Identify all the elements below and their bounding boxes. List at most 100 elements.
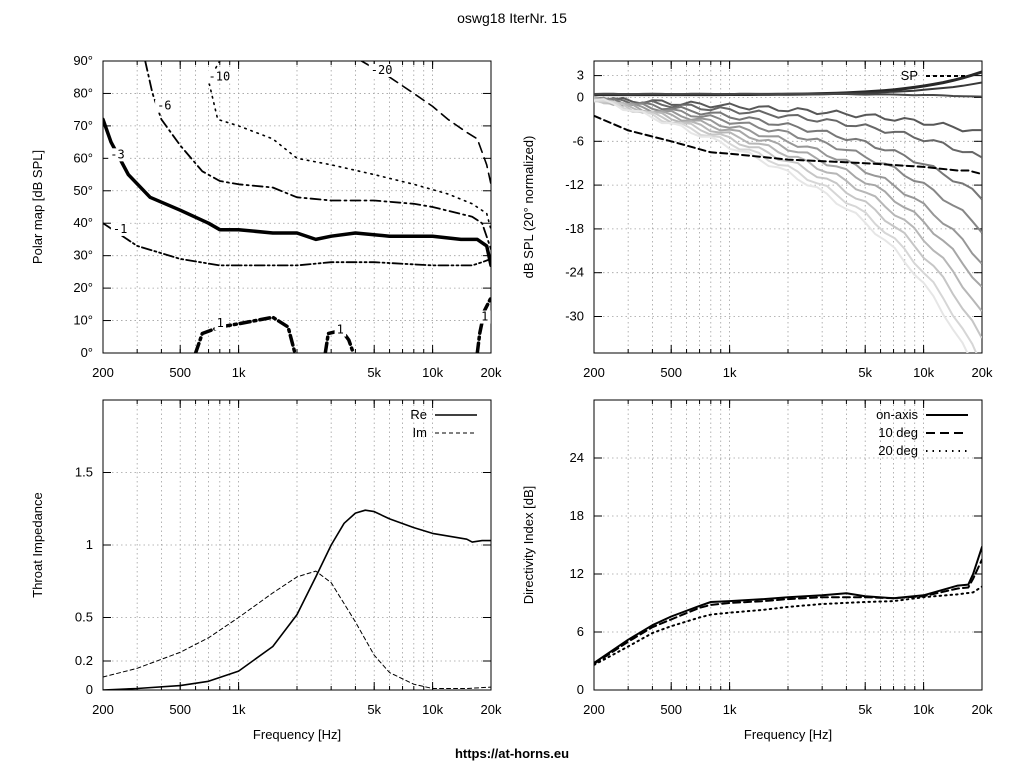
figure-title: oswg18 IterNr. 15	[457, 10, 567, 26]
plot-frame	[593, 60, 983, 354]
tick-label-x: 500	[169, 365, 191, 380]
series-line-20-deg	[594, 585, 982, 666]
x-axis-label: Frequency [Hz]	[744, 727, 832, 742]
tick-label-x: 500	[169, 702, 191, 717]
normalized-curve	[594, 98, 969, 353]
tick-label-x: 1k	[232, 365, 246, 380]
tick-label-x: 5k	[367, 365, 381, 380]
series-line-1	[103, 222, 491, 267]
tick-label-x: 500	[660, 365, 682, 380]
tick-label-y: -30	[565, 309, 584, 324]
y-axis-label: dB SPL (20° normalized)	[521, 136, 536, 279]
legend-label: 20 deg	[878, 443, 918, 458]
tick-label-y: 24	[570, 450, 584, 465]
tick-label-x: 5k	[367, 702, 381, 717]
grid-lines	[594, 400, 982, 691]
contour-label: -20	[371, 63, 393, 77]
tick-label-x: 200	[92, 702, 114, 717]
contour-label: -10	[209, 69, 231, 83]
plot-area	[594, 545, 982, 666]
tick-label-y: -12	[565, 177, 584, 192]
contour-label: -3	[110, 147, 124, 161]
legend-label: Im	[413, 425, 427, 440]
series-line-10	[207, 61, 491, 231]
tick-label-y: 0	[577, 90, 584, 105]
series-line-10-deg	[594, 558, 982, 665]
tick-label-x: 200	[92, 365, 114, 380]
y-axis-label: Throat Impedance	[30, 492, 45, 598]
tick-label-x: 20k	[481, 365, 502, 380]
tick-label-y: 20°	[73, 280, 93, 295]
tick-label-x: 1k	[723, 365, 737, 380]
tick-label-y: 50°	[73, 183, 93, 198]
normalized-spl-panel: 200 500 1k 5k 10k 20k 3 0 -6 -12 -18 -24 -30 dB SPL (…	[521, 60, 993, 380]
throat-impedance-panel: 200 500 1k 5k 10k 20k 0 0.2 0.5 1 1.5 Throat Impeda…	[30, 399, 502, 742]
tick-label-x: 200	[583, 365, 605, 380]
tick-label-y: 10°	[73, 313, 93, 328]
y-axis-label: Directivity Index [dB]	[521, 486, 536, 605]
plot-frame	[102, 60, 492, 354]
series-line-20	[360, 61, 491, 186]
tick-label-y: 0	[577, 682, 584, 697]
footer-url: https://at-horns.eu	[455, 746, 569, 761]
tick-label-x: 1k	[232, 702, 246, 717]
series-line-SP	[594, 114, 982, 176]
tick-label-y: 70°	[73, 118, 93, 133]
tick-label-y: 12	[570, 566, 584, 581]
annotation-bg	[214, 317, 227, 331]
contour-label: 1	[217, 316, 224, 330]
annotation-bg	[155, 99, 175, 113]
annotation-bg	[479, 310, 491, 324]
contour-label: 1	[337, 323, 344, 337]
normalized-curve	[594, 97, 982, 201]
tick-label-x: 10k	[913, 365, 934, 380]
series-line-Im	[103, 570, 491, 689]
annotation-bg	[334, 323, 347, 337]
tick-label-x: 10k	[422, 365, 443, 380]
plot-area	[594, 70, 982, 353]
grid-lines	[103, 400, 491, 691]
normalized-curve	[594, 96, 982, 133]
plot-area	[103, 509, 491, 690]
tick-label-x: 20k	[972, 702, 993, 717]
tick-label-y: 6	[577, 624, 584, 639]
annotation-bg	[110, 222, 130, 236]
series-line-on-axis	[594, 545, 982, 664]
tick-label-y: 18	[570, 508, 584, 523]
annotation-bg	[368, 63, 396, 77]
plot-area	[103, 61, 491, 353]
legend-label: Re	[410, 407, 427, 422]
normalized-curve	[594, 96, 982, 234]
contour-label: -1	[113, 222, 127, 236]
x-axis-label: Frequency [Hz]	[253, 727, 341, 742]
series-line-1	[475, 296, 491, 353]
series-line-1	[193, 315, 297, 353]
tick-label-y: 40°	[73, 215, 93, 230]
normalized-curve	[594, 97, 982, 313]
y-axis-label: Polar map [dB SPL]	[30, 150, 45, 264]
tick-label-x: 20k	[972, 365, 993, 380]
tick-label-y: 60°	[73, 150, 93, 165]
tick-label-y: 0	[86, 682, 93, 697]
tick-label-y: 3	[577, 68, 584, 83]
polar-map-panel: 200 500 1k 5k 10k 20k 0° 10° 20° 30° 40° 50° 60° 70° 8…	[30, 53, 502, 380]
annotation-bg	[206, 70, 234, 84]
tick-label-y: 80°	[73, 85, 93, 100]
tick-label-y: 0°	[81, 345, 93, 360]
tick-label-y: -18	[565, 221, 584, 236]
tick-label-x: 5k	[858, 365, 872, 380]
tick-label-y: -24	[565, 265, 584, 280]
tick-label-x: 500	[660, 702, 682, 717]
annotation-bg	[108, 148, 128, 162]
tick-label-y: 30°	[73, 248, 93, 263]
tick-label-x: 10k	[422, 702, 443, 717]
contour-label: -6	[157, 99, 171, 113]
tick-label-y: -6	[572, 133, 584, 148]
tick-label-x: 10k	[913, 702, 934, 717]
normalized-curve	[594, 92, 982, 98]
normalized-curve	[594, 99, 982, 339]
tick-label-x: 200	[583, 702, 605, 717]
series-line-3	[103, 117, 491, 268]
tick-label-y: 1	[86, 537, 93, 552]
